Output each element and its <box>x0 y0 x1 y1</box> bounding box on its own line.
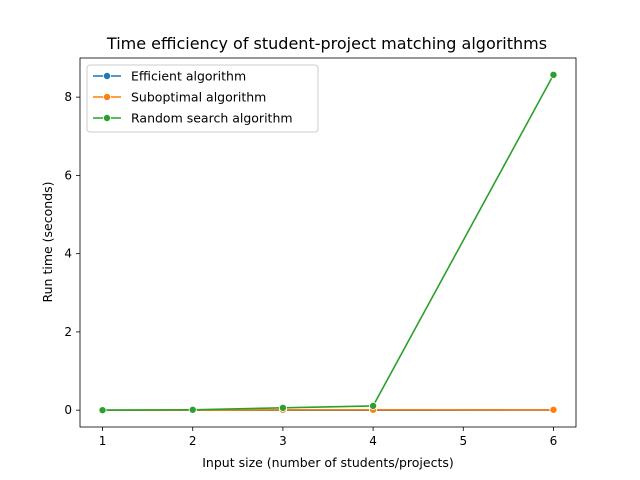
x-tick-label: 1 <box>99 434 107 448</box>
y-tick-label: 0 <box>64 403 72 417</box>
y-axis-label: Run time (seconds) <box>40 181 55 302</box>
y-tick-label: 8 <box>64 90 72 104</box>
x-tick-label: 4 <box>369 434 377 448</box>
y-tick-label: 6 <box>64 168 72 182</box>
y-tick-label: 4 <box>64 247 72 261</box>
legend-label: Efficient algorithm <box>131 69 246 84</box>
data-point <box>278 403 287 412</box>
legend-marker <box>103 114 112 123</box>
x-axis-label: Input size (number of students/projects) <box>202 455 454 470</box>
legend-marker <box>103 93 112 102</box>
legend-marker <box>103 72 112 81</box>
legend-box <box>86 64 319 133</box>
data-point <box>549 405 558 414</box>
legend: Efficient algorithm Suboptimal algorithm R… <box>86 64 319 133</box>
chart-title: Time efficiency of student-project match… <box>106 34 547 53</box>
data-point <box>369 401 378 410</box>
x-tick-label: 2 <box>189 434 197 448</box>
x-tick-label: 3 <box>279 434 287 448</box>
x-tick-label: 6 <box>550 434 558 448</box>
data-point <box>549 70 558 79</box>
x-tick-label: 5 <box>459 434 467 448</box>
y-tick-label: 2 <box>64 325 72 339</box>
legend-label: Random search algorithm <box>131 111 293 126</box>
data-point <box>98 406 107 415</box>
data-point <box>188 405 197 414</box>
legend-label: Suboptimal algorithm <box>131 90 266 105</box>
plot-frame <box>79 57 577 428</box>
